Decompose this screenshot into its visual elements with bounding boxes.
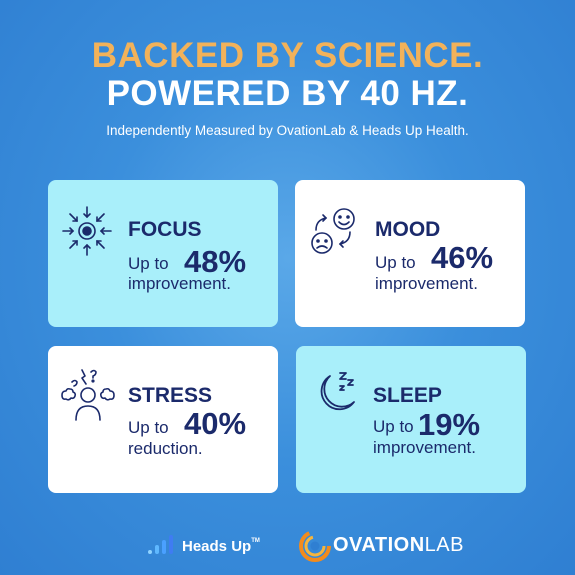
focus-percent: 48% bbox=[184, 244, 247, 279]
mood-card: MOOD Up to 46% improvement. bbox=[295, 180, 525, 327]
ovationlab-ring-icon bbox=[299, 530, 331, 562]
moon-sleep-icon bbox=[320, 372, 355, 411]
headline-line-2: POWERED BY 40 HZ. bbox=[106, 74, 469, 113]
heads-up-logo-icon bbox=[148, 535, 173, 554]
headline-line-1: BACKED BY SCIENCE. bbox=[91, 36, 484, 75]
mood-title: MOOD bbox=[375, 218, 441, 241]
stress-card: STRESS Up to 40% reduction. bbox=[48, 346, 278, 493]
sleep-percent: 19% bbox=[418, 407, 481, 442]
ovationlab-logo-text: OVATIONLAB bbox=[333, 534, 464, 556]
mood-faces-icon bbox=[311, 208, 355, 254]
subtitle: Independently Measured by OvationLab & H… bbox=[106, 123, 469, 138]
focus-desc: improvement. bbox=[128, 274, 231, 293]
focus-title: FOCUS bbox=[128, 218, 202, 241]
sleep-card: SLEEP Up to 19% improvement. bbox=[296, 346, 526, 493]
stress-title: STRESS bbox=[128, 384, 213, 407]
mood-upto: Up to bbox=[375, 253, 416, 272]
stressed-person-icon bbox=[61, 369, 115, 421]
mood-percent: 46% bbox=[431, 240, 494, 275]
footer-logos: Heads UpTM OVATIONLAB bbox=[0, 528, 575, 564]
sleep-upto: Up to bbox=[373, 417, 414, 436]
stress-desc: reduction. bbox=[128, 439, 203, 458]
stress-percent: 40% bbox=[184, 406, 247, 441]
stress-upto: Up to bbox=[128, 418, 169, 437]
mood-desc: improvement. bbox=[375, 274, 478, 293]
sleep-title: SLEEP bbox=[373, 384, 442, 407]
focus-card: FOCUS Up to 48% improvement. bbox=[48, 180, 278, 327]
focus-upto: Up to bbox=[128, 254, 169, 273]
heads-up-logo-text: Heads UpTM bbox=[182, 538, 260, 555]
focus-burst-icon bbox=[62, 206, 112, 256]
sleep-desc: improvement. bbox=[373, 438, 476, 457]
